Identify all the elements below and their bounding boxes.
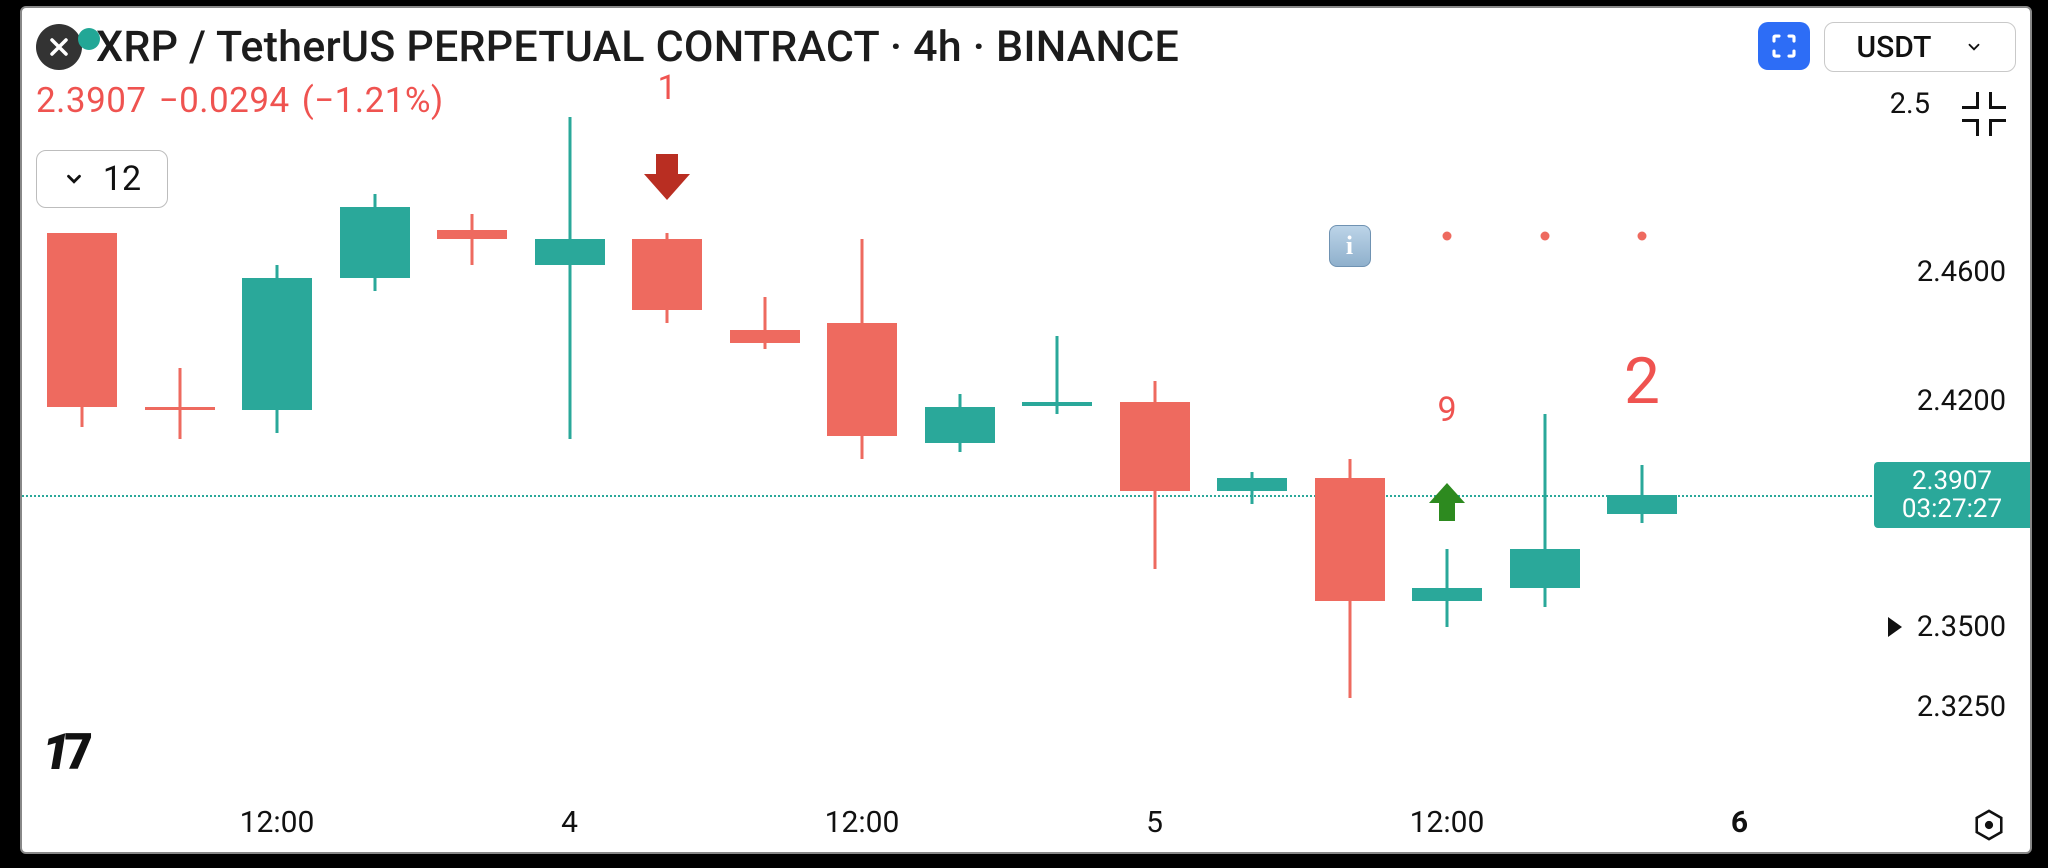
candle[interactable]	[827, 239, 897, 458]
count-annotation: 9	[1437, 390, 1456, 430]
y-axis-label: 2.4200	[1917, 384, 2006, 418]
price-marker-icon	[1888, 617, 1902, 637]
y-axis-label: 2.5	[1890, 87, 1930, 121]
buy-arrow-icon	[1425, 481, 1469, 529]
y-axis-label: 2.3250	[1917, 690, 2006, 724]
candle[interactable]	[1412, 549, 1482, 626]
signal-dot	[1540, 232, 1549, 241]
x-axis-label: 5	[1146, 805, 1163, 840]
y-axis-label: 2.3500	[1917, 610, 2006, 644]
x-axis-label: 12:00	[825, 805, 900, 840]
candle[interactable]	[1510, 414, 1580, 608]
candle[interactable]	[730, 297, 800, 349]
x-axis-label: 4	[561, 805, 578, 840]
current-price-line	[22, 495, 1872, 497]
time-axis[interactable]: 12:00 4 12:00 5 12:00 6	[22, 796, 1872, 852]
current-price-tag[interactable]: 2.390703:27:27	[1874, 462, 2030, 528]
candlestick-chart[interactable]: 1 9 2 i	[22, 8, 1872, 808]
y-axis-label: 2.4600	[1917, 255, 2006, 289]
candle[interactable]	[1607, 465, 1677, 523]
candle[interactable]	[1120, 381, 1190, 568]
exit-fullscreen-icon[interactable]	[1962, 92, 2006, 136]
candle[interactable]	[1315, 459, 1385, 698]
candle[interactable]	[242, 265, 312, 433]
candle[interactable]	[145, 368, 215, 439]
x-axis-label: 12:00	[1410, 805, 1485, 840]
x-axis-label: 6	[1731, 805, 1748, 840]
candle[interactable]	[1217, 472, 1287, 504]
signal-dot	[1638, 232, 1647, 241]
candle[interactable]	[925, 394, 995, 452]
count-annotation: 1	[657, 68, 676, 108]
tradingview-logo[interactable]: 17	[42, 724, 87, 782]
price-axis[interactable]: 2.4600 2.4200 2.3500 2.3250 2.5 2.390703:27:2…	[1872, 8, 2030, 808]
candle[interactable]	[47, 233, 117, 427]
candle[interactable]	[632, 233, 702, 323]
candle[interactable]	[437, 214, 507, 266]
chart-frame: XRP / TetherUS PERPETUAL CONTRACT · 4h ·…	[20, 6, 2032, 854]
axis-settings-button[interactable]	[1972, 808, 2006, 842]
hexagon-icon	[1972, 808, 2006, 842]
candle[interactable]	[340, 194, 410, 291]
price-tag-value: 2.3907	[1912, 467, 1992, 496]
count-annotation: 2	[1624, 344, 1660, 419]
x-axis-label: 12:00	[240, 805, 315, 840]
price-tag-countdown: 03:27:27	[1902, 495, 2002, 524]
sell-arrow-icon	[640, 150, 694, 208]
candle[interactable]	[535, 117, 605, 440]
info-icon[interactable]: i	[1329, 225, 1371, 267]
candle[interactable]	[1022, 336, 1092, 413]
signal-dot	[1443, 232, 1452, 241]
